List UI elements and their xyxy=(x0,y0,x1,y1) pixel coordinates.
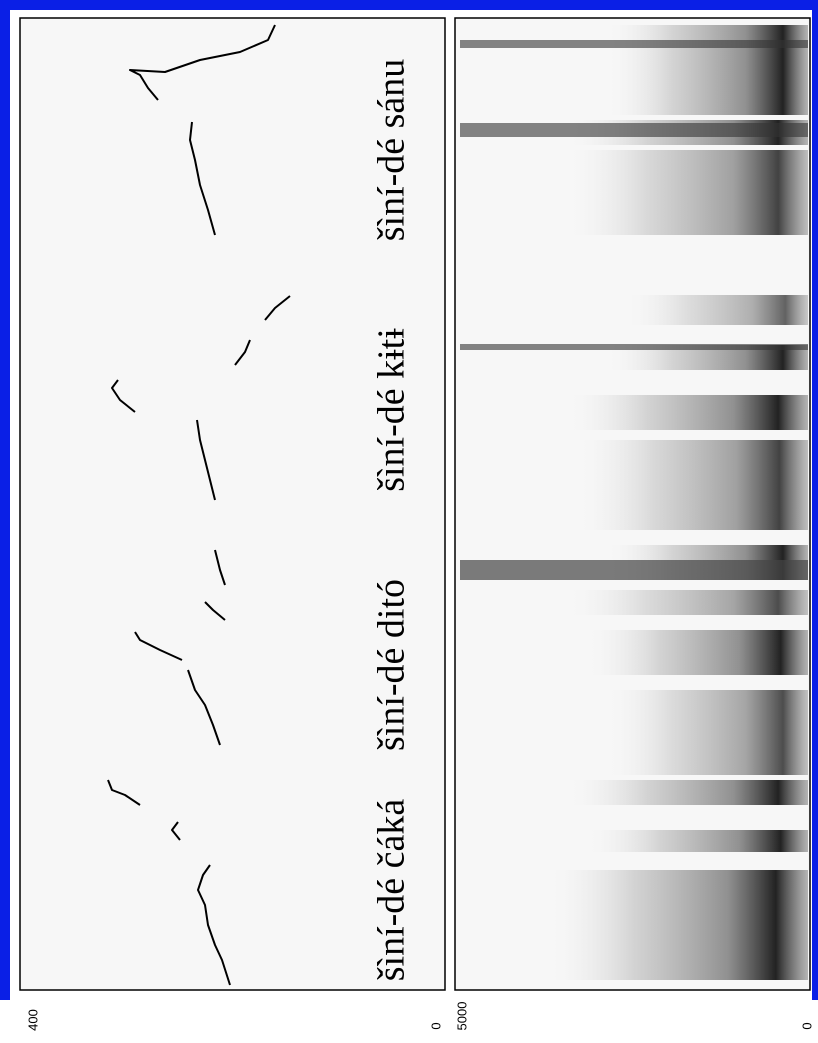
pitch-axis-max: 400 xyxy=(25,1009,40,1031)
pitch-contours xyxy=(107,24,291,986)
spectrogram-axis-min: 0 xyxy=(799,1022,814,1029)
frame-left xyxy=(0,0,10,1000)
frame-top xyxy=(0,0,818,10)
spectrogram xyxy=(460,25,808,980)
pitch-axis-min: 0 xyxy=(428,1022,443,1029)
phrase: šìní-dé kɨtɨ xyxy=(371,328,413,492)
spectrogram-axis-max: 5000 xyxy=(454,1002,469,1031)
frame-right xyxy=(812,0,818,1000)
phrase: šìní-dé sánu xyxy=(371,59,413,242)
pitch-panel xyxy=(19,17,446,991)
phrase: šìní-dé čáká xyxy=(371,799,413,982)
phrase: šìní-dé ditó xyxy=(371,579,413,751)
